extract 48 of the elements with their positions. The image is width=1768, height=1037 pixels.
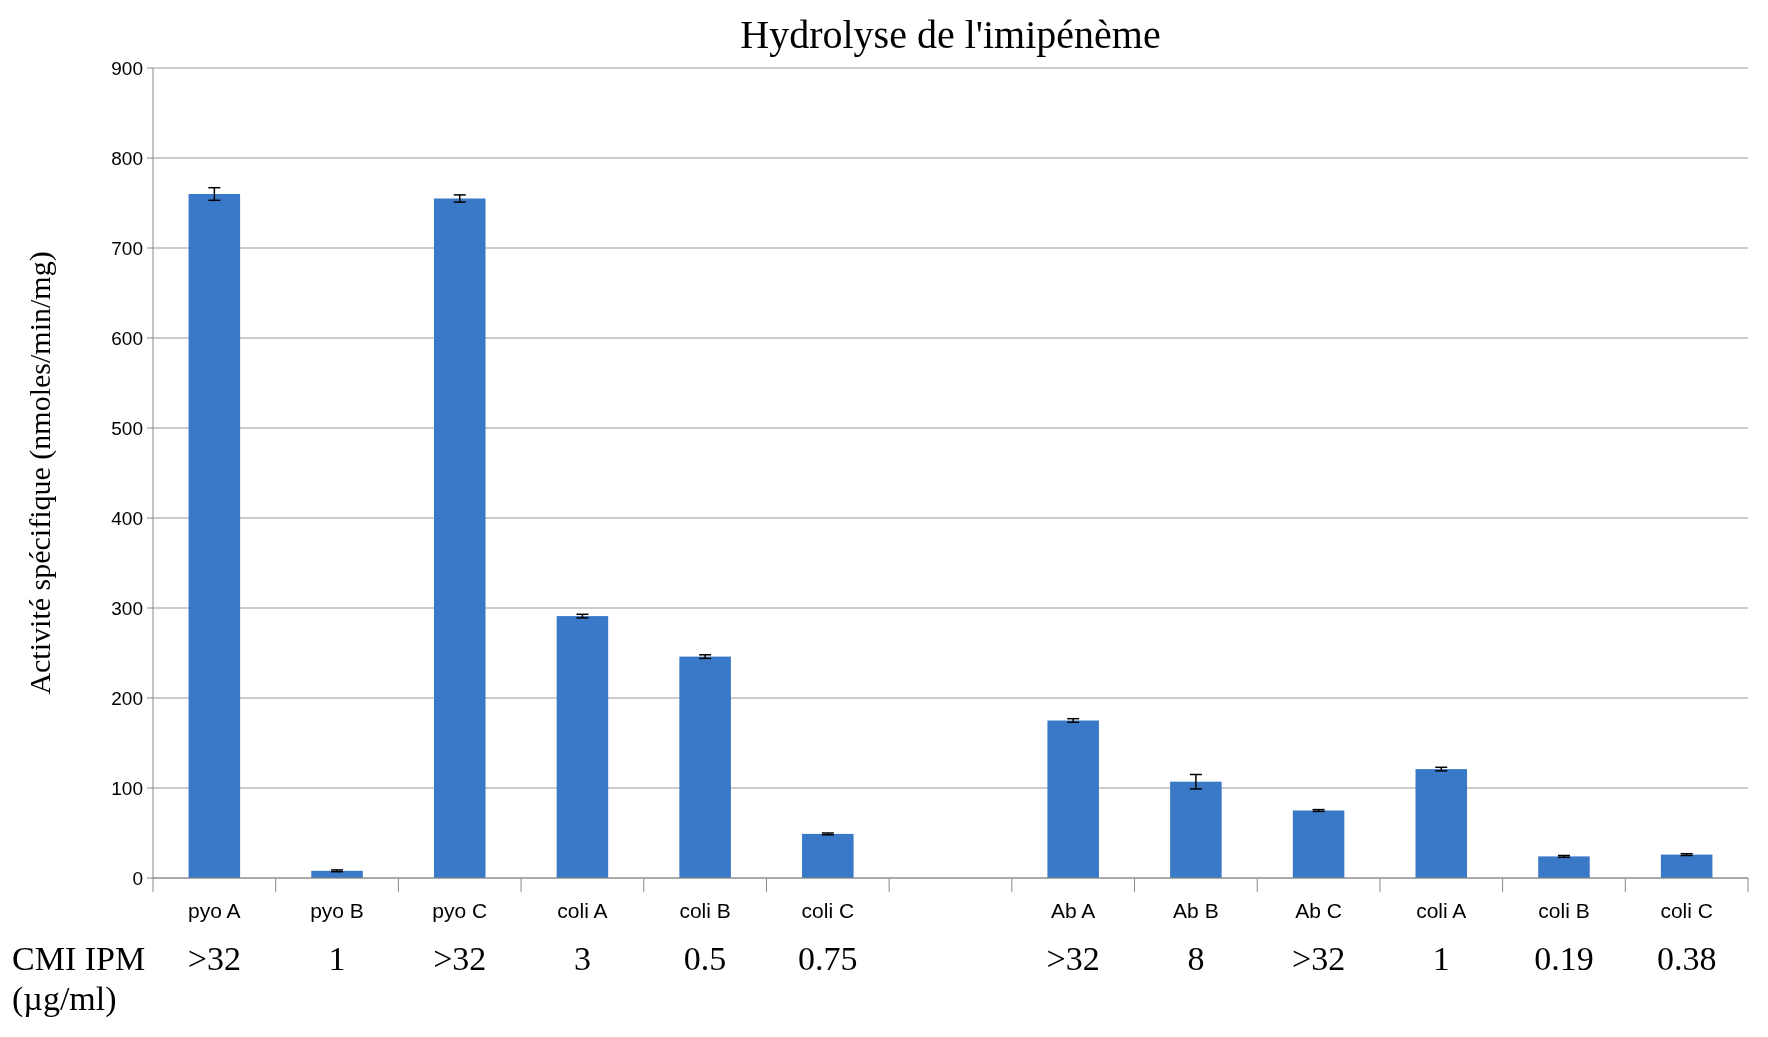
x-tick-label: coli A <box>557 899 608 922</box>
x-tick-label: coli B <box>1538 899 1590 922</box>
text: >32 <box>1046 940 1100 977</box>
y-tick-label: 0 <box>132 867 143 889</box>
bar <box>1415 769 1468 878</box>
text: >32 <box>433 940 487 977</box>
bar <box>1660 854 1713 878</box>
y-tick-label: 300 <box>111 597 143 619</box>
text: >32 <box>187 940 241 977</box>
y-axis-title: Activité spécifique (nmoles/min/mg) <box>23 251 57 695</box>
x-tick-label: Ab B <box>1173 899 1219 922</box>
x-tick-label: pyo B <box>310 899 364 922</box>
text: >32 <box>1291 940 1346 977</box>
text: CMI IPM (µg/ml) <box>12 940 146 1018</box>
text: 0.19 <box>1534 940 1594 977</box>
text: 1 <box>1432 940 1450 977</box>
bar <box>556 616 609 878</box>
y-tick-label: 200 <box>111 687 143 709</box>
bar <box>1538 856 1590 878</box>
x-tick-label: Ab C <box>1295 899 1342 922</box>
x-tick-label: Ab A <box>1051 899 1096 922</box>
bar <box>679 656 731 878</box>
x-tick-label: coli C <box>1660 899 1713 922</box>
y-tick-label: 400 <box>111 507 143 529</box>
text: 1 <box>328 940 346 977</box>
y-tick-label: 100 <box>111 777 143 799</box>
bar <box>433 198 486 878</box>
text: 0.75 <box>798 940 858 977</box>
chart-title: Hydrolyse de l'imipénème <box>740 12 1161 57</box>
text: 8 <box>1187 940 1205 977</box>
y-tick-label: 600 <box>111 327 143 349</box>
text: 0.5 <box>683 940 727 977</box>
bar <box>188 194 241 878</box>
bar <box>1292 810 1345 878</box>
bar <box>802 833 854 878</box>
y-tick-label: 500 <box>111 417 143 439</box>
bar <box>1047 720 1099 878</box>
y-tick-label: 700 <box>111 237 143 259</box>
x-tick-label: coli B <box>679 899 731 922</box>
text: 3 <box>573 940 591 977</box>
y-tick-label: 900 <box>111 57 143 79</box>
x-tick-label: pyo C <box>432 899 488 922</box>
y-tick-label: 800 <box>111 147 143 169</box>
bar <box>1170 781 1222 878</box>
x-tick-label: coli A <box>1416 899 1467 922</box>
text: 0.38 <box>1656 940 1717 977</box>
x-tick-label: pyo A <box>188 899 241 922</box>
x-tick-label: coli C <box>801 899 855 922</box>
